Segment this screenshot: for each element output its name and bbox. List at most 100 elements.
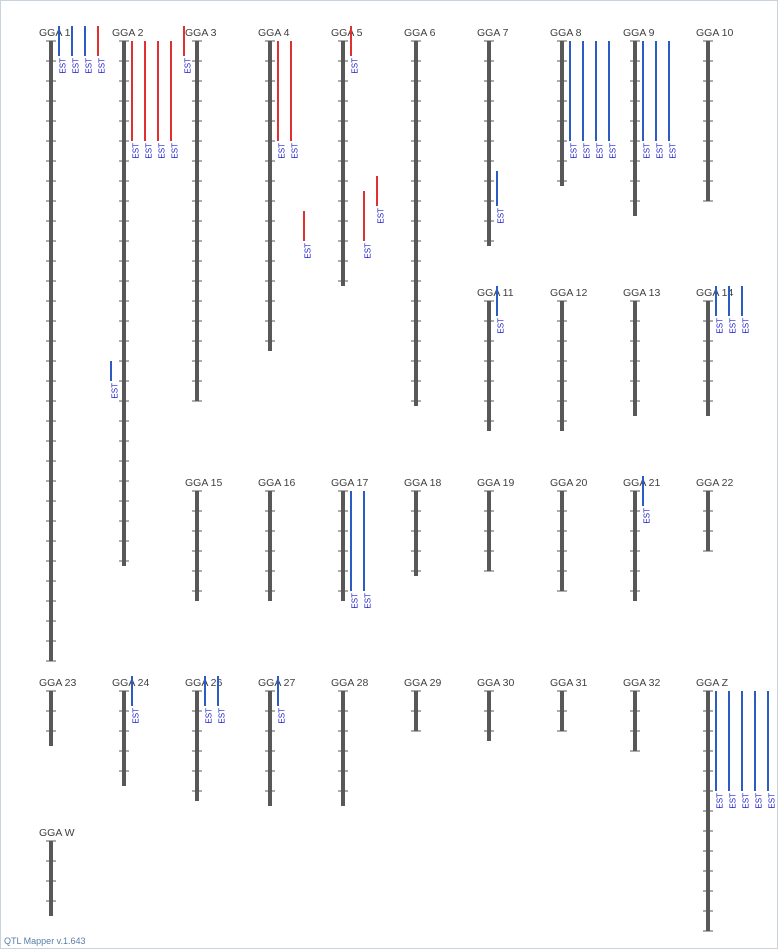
chromosome-bar[interactable] (706, 491, 710, 551)
chromosome-gga-26[interactable]: GGA 26 EST EST (185, 676, 227, 801)
chromosome-gga-27[interactable]: GGA 27 EST (258, 676, 296, 806)
qtl-marker[interactable]: EST (767, 691, 777, 809)
chromosome-gga-31[interactable]: GGA 31 (550, 677, 588, 732)
chromosome-gga-7[interactable]: GGA 7 EST (477, 27, 509, 246)
chromosome-gga-17[interactable]: GGA 17 EST EST (331, 477, 373, 609)
chromosome-bar[interactable] (487, 301, 491, 431)
chromosome-gga-19[interactable]: GGA 19 (477, 477, 515, 572)
qtl-marker[interactable]: EST (350, 26, 360, 74)
qtl-marker[interactable]: EST (741, 691, 751, 809)
chromosome-bar[interactable] (487, 691, 491, 741)
chromosome-gga-8[interactable]: GGA 8 EST EST EST EST (550, 27, 618, 186)
qtl-marker[interactable]: EST (350, 491, 360, 609)
chromosome-bar[interactable] (122, 41, 126, 566)
chromosome-gga-21[interactable]: GGA 21 EST (623, 476, 661, 601)
qtl-marker[interactable]: EST (110, 361, 120, 399)
chromosome-bar[interactable] (414, 491, 418, 576)
chromosome-bar[interactable] (268, 691, 272, 806)
qtl-marker[interactable]: EST (728, 691, 738, 809)
qtl-marker[interactable]: EST (131, 41, 141, 159)
chromosome-bar[interactable] (268, 491, 272, 601)
chromosome-bar[interactable] (414, 41, 418, 406)
chromosome-gga-15[interactable]: GGA 15 (185, 477, 223, 601)
qtl-marker[interactable]: EST (608, 41, 618, 159)
chromosome-gga-16[interactable]: GGA 16 (258, 477, 296, 601)
qtl-marker[interactable]: EST (131, 676, 141, 724)
chromosome-bar[interactable] (706, 301, 710, 416)
qtl-marker[interactable]: EST (715, 691, 725, 809)
qtl-marker[interactable]: EST (183, 26, 193, 74)
chromosome-gga-1[interactable]: GGA 1 EST EST EST EST EST (39, 26, 120, 662)
chromosome-bar[interactable] (341, 41, 345, 286)
chromosome-gga-5[interactable]: GGA 5 EST EST EST (331, 26, 386, 286)
chromosome-gga-w[interactable]: GGA W (39, 827, 75, 916)
chromosome-bar[interactable] (341, 691, 345, 806)
qtl-marker[interactable]: EST (144, 41, 154, 159)
chromosome-gga-z[interactable]: GGA Z EST EST EST EST EST (696, 677, 777, 932)
qtl-marker[interactable]: EST (277, 41, 287, 159)
chromosome-bar[interactable] (49, 691, 53, 746)
qtl-marker[interactable]: EST (363, 491, 373, 609)
qtl-marker[interactable]: EST (217, 676, 227, 724)
chromosome-gga-24[interactable]: GGA 24 EST (112, 676, 150, 786)
chromosome-bar[interactable] (560, 491, 564, 591)
qtl-marker[interactable]: EST (582, 41, 592, 159)
qtl-marker[interactable]: EST (569, 41, 579, 159)
qtl-marker[interactable]: EST (170, 41, 180, 159)
chromosome-gga-4[interactable]: GGA 4 EST EST EST (258, 27, 313, 351)
qtl-marker[interactable]: EST (97, 26, 107, 74)
chromosome-gga-28[interactable]: GGA 28 (331, 677, 369, 806)
chromosome-bar[interactable] (633, 301, 637, 416)
chromosome-gga-29[interactable]: GGA 29 (404, 677, 442, 732)
chromosome-gga-20[interactable]: GGA 20 (550, 477, 588, 592)
chromosome-bar[interactable] (633, 491, 637, 601)
chromosome-bar[interactable] (195, 691, 199, 801)
qtl-marker[interactable]: EST (71, 26, 81, 74)
chromosome-gga-10[interactable]: GGA 10 (696, 27, 734, 202)
qtl-marker[interactable]: EST (157, 41, 167, 159)
chromosome-bar[interactable] (49, 841, 53, 916)
chromosome-gga-13[interactable]: GGA 13 (623, 287, 661, 416)
chromosome-bar[interactable] (633, 41, 637, 216)
chromosome-gga-30[interactable]: GGA 30 (477, 677, 515, 741)
qtl-marker[interactable]: EST (363, 191, 373, 259)
qtl-marker[interactable]: EST (84, 26, 94, 74)
chromosome-gga-22[interactable]: GGA 22 (696, 477, 734, 552)
qtl-marker[interactable]: EST (668, 41, 678, 159)
qtl-marker[interactable]: EST (58, 26, 68, 74)
qtl-marker[interactable]: EST (754, 691, 764, 809)
chromosome-gga-14[interactable]: GGA 14 EST EST EST (696, 286, 751, 416)
chromosome-bar[interactable] (560, 301, 564, 431)
chromosome-bar[interactable] (633, 691, 637, 751)
qtl-marker[interactable]: EST (655, 41, 665, 159)
qtl-marker[interactable]: EST (741, 286, 751, 334)
qtl-marker[interactable]: EST (728, 286, 738, 334)
chromosome-bar[interactable] (341, 491, 345, 601)
qtl-marker[interactable]: EST (204, 676, 214, 724)
qtl-marker[interactable]: EST (376, 176, 386, 224)
chromosome-bar[interactable] (560, 41, 564, 186)
chromosome-gga-11[interactable]: GGA 11 EST (477, 286, 514, 431)
chromosome-gga-9[interactable]: GGA 9 EST EST EST (623, 27, 678, 216)
qtl-marker[interactable]: EST (496, 286, 506, 334)
chromosome-gga-12[interactable]: GGA 12 (550, 287, 588, 431)
chromosome-gga-18[interactable]: GGA 18 (404, 477, 442, 576)
chromosome-bar[interactable] (487, 41, 491, 246)
qtl-marker[interactable]: EST (303, 211, 313, 259)
qtl-marker[interactable]: EST (277, 676, 287, 724)
chromosome-bar[interactable] (122, 691, 126, 786)
chromosome-gga-23[interactable]: GGA 23 (39, 677, 77, 746)
chromosome-gga-32[interactable]: GGA 32 (623, 677, 661, 752)
chromosome-bar[interactable] (49, 41, 53, 661)
chromosome-bar[interactable] (195, 491, 199, 601)
qtl-marker[interactable]: EST (642, 476, 652, 524)
qtl-marker[interactable]: EST (642, 41, 652, 159)
chromosome-bar[interactable] (268, 41, 272, 351)
qtl-marker[interactable]: EST (496, 171, 506, 224)
qtl-marker[interactable]: EST (595, 41, 605, 159)
qtl-marker[interactable]: EST (715, 286, 725, 334)
qtl-marker[interactable]: EST (290, 41, 300, 159)
chromosome-gga-3[interactable]: GGA 3 (185, 27, 217, 402)
chromosome-gga-6[interactable]: GGA 6 (404, 27, 436, 406)
chromosome-gga-2[interactable]: GGA 2 EST EST EST EST EST (112, 26, 193, 566)
